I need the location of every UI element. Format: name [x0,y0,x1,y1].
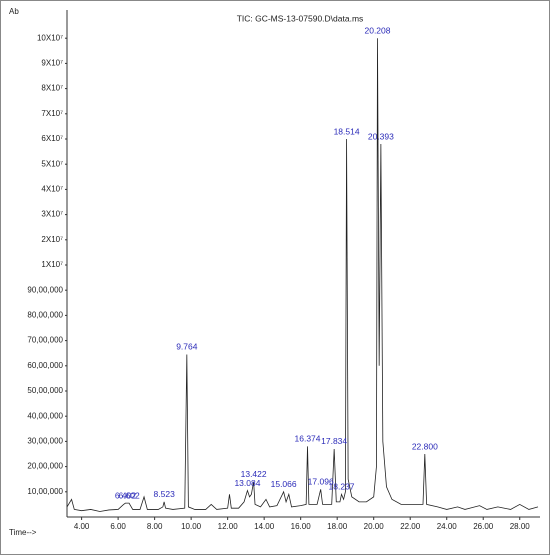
peak-label: 20.208 [364,25,390,35]
peak-label: 15.066 [271,479,297,489]
x-tick-label: 26.00 [473,522,494,531]
y-tick-label: 10X10⁷ [37,33,63,42]
peak-label: 9.764 [176,342,198,352]
peak-label: 18.237 [329,482,355,492]
y-tick-label: 90,00,000 [27,285,63,294]
x-tick-label: 24.00 [437,522,458,531]
y-tick-label: 70,00,000 [27,336,63,345]
y-tick-label: 4X10⁷ [41,185,63,194]
y-tick-label: 5X10⁷ [41,159,63,168]
peak-label: 16.374 [295,434,321,444]
x-tick-label: 18.00 [327,522,348,531]
x-tick-label: 14.00 [254,522,275,531]
peak-label: 13.422 [241,469,267,479]
x-tick-label: 12.00 [218,522,239,531]
y-tick-label: 50,00,000 [27,386,63,395]
y-tick-label: 6X10⁷ [41,134,63,143]
y-tick-label: 20,00,000 [27,462,63,471]
peak-label: 17.096 [308,477,334,487]
x-tick-label: 6.00 [110,522,126,531]
y-axis-label: Ab [9,7,19,16]
y-tick-label: 30,00,000 [27,437,63,446]
x-tick-label: 8.00 [147,522,163,531]
peak-label: 6.402 [115,490,137,500]
peak-label: 8.523 [154,489,176,499]
y-tick-label: 40,00,000 [27,411,63,420]
peak-label: 6.602 [118,490,140,500]
x-tick-label: 22.00 [400,522,421,531]
chromatogram-line [66,38,539,512]
x-tick-label: 10.00 [181,522,202,531]
x-tick-label: 20.00 [364,522,385,531]
y-tick-label: 80,00,000 [27,311,63,320]
y-tick-label: 3X10⁷ [41,210,63,219]
y-tick-label: 2X10⁷ [41,235,63,244]
chart-title: TIC: GC-MS-13-07590.D\data.ms [237,13,364,23]
peak-label: 20.393 [368,131,394,141]
y-tick-label: 9X10⁷ [41,59,63,68]
y-tick-label: 1X10⁷ [41,260,63,269]
x-axis-label: Time--> [9,528,37,537]
peak-label: 13.084 [234,478,260,488]
x-tick-label: 28.00 [510,522,531,531]
y-tick-label: 8X10⁷ [41,84,63,93]
y-tick-label: 60,00,000 [27,361,63,370]
x-tick-label: 16.00 [291,522,312,531]
x-tick-label: 4.00 [74,522,90,531]
y-tick-label: 10,00,000 [27,487,63,496]
peak-label: 17.834 [321,436,347,446]
peak-label: 22.800 [412,441,438,451]
y-tick-label: 7X10⁷ [41,109,63,118]
peak-label: 18.514 [334,126,360,136]
